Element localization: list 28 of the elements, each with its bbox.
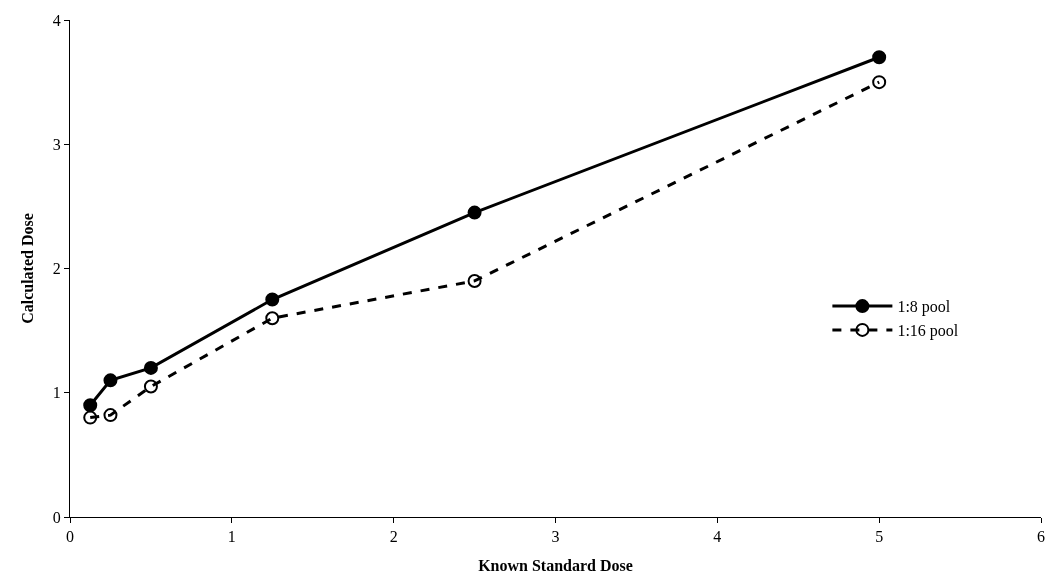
y-tick-label: 1 <box>52 384 61 402</box>
x-tick-label: 0 <box>66 528 74 546</box>
x-tick-label: 6 <box>1037 528 1045 546</box>
point <box>265 311 280 326</box>
point <box>265 292 280 307</box>
point <box>83 398 98 413</box>
point <box>872 75 887 90</box>
y-tick-label: 2 <box>52 260 61 278</box>
y-tick-label: 4 <box>52 11 61 29</box>
x-tick-label: 4 <box>713 528 722 546</box>
x-tick-label: 1 <box>227 528 236 546</box>
point <box>872 50 887 65</box>
x-tick-label: 5 <box>875 528 884 546</box>
point <box>467 273 482 288</box>
point <box>467 205 482 220</box>
x-tick-label: 3 <box>551 528 560 546</box>
point <box>143 360 158 375</box>
x-tick-label: 2 <box>389 528 398 546</box>
y-tick-label: 0 <box>52 508 61 526</box>
y-axis-title: Calculated Dose <box>18 213 36 324</box>
point <box>103 373 118 388</box>
point <box>103 408 118 423</box>
x-axis-title: Known Standard Dose <box>478 556 633 574</box>
point <box>83 410 98 425</box>
legend-label: 1:8 pool <box>897 298 951 317</box>
point <box>143 379 158 394</box>
legend-label: 1:16 pool <box>897 322 959 341</box>
y-tick-label: 3 <box>52 135 61 153</box>
